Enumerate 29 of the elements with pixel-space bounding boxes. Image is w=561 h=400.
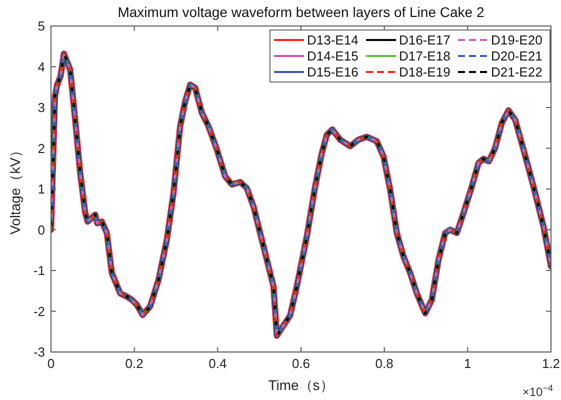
legend-label: D16-E17 — [399, 32, 450, 48]
y-tick-label: 0 — [38, 222, 45, 238]
text: ×10$^{−4}$ — [522, 383, 553, 399]
y-tick-label: 5 — [38, 18, 45, 34]
x-tick-label: 0 — [47, 356, 55, 371]
legend-label: D20-E21 — [491, 48, 542, 64]
legend-label: D18-E19 — [399, 64, 450, 80]
y-tick-label: -3 — [33, 344, 45, 360]
y-tick-label: 3 — [38, 100, 45, 115]
legend-label: D13-E14 — [307, 32, 358, 48]
legend-label: D15-E16 — [307, 64, 358, 80]
legend-label: D17-E18 — [399, 48, 450, 64]
x-tick-label: 0.6 — [292, 356, 310, 371]
y-tick-label: -1 — [33, 263, 45, 278]
legend-label: D21-E22 — [491, 64, 542, 80]
y-tick-label: 1 — [38, 182, 45, 196]
x-tick-label: 1 — [464, 356, 472, 371]
x-axis-title: Time（s） — [268, 377, 334, 393]
legend-label: D14-E15 — [307, 48, 358, 64]
x-tick-label: 1.2 — [542, 356, 560, 371]
y-tick-label: -2 — [33, 304, 45, 319]
x-tick-label: 0.2 — [125, 356, 144, 371]
y-axis-title: Voltage（kV） — [7, 143, 23, 235]
chart-title: Maximum voltage waveform between layers of Line Cake 2 — [118, 4, 484, 20]
legend-label: D19-E20 — [491, 32, 542, 48]
y-tick-label: 2 — [38, 140, 45, 156]
y-tick-label: 4 — [38, 59, 45, 74]
x-tick-label: 0.4 — [208, 356, 227, 371]
x-tick-label: 0.8 — [375, 356, 394, 371]
